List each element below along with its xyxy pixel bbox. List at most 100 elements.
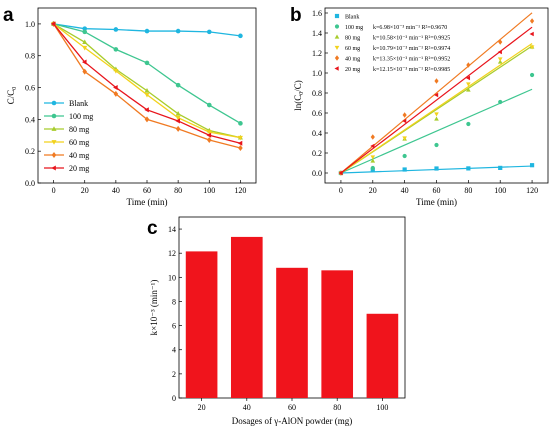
x-tick-label: 80 [333, 403, 341, 412]
y-tick-label: 1.6 [312, 9, 322, 18]
panel-b-label: b [290, 5, 302, 26]
y-tick-label: 0.2 [312, 149, 322, 158]
x-tick-label: 60 [288, 403, 296, 412]
legend-marker [51, 126, 57, 131]
data-point [498, 99, 503, 105]
panel-b-series [338, 12, 535, 176]
data-point [175, 111, 181, 116]
y-tick-label: 1.0 [312, 69, 322, 78]
y-tick-label: 0.6 [25, 84, 35, 93]
data-point [433, 92, 439, 98]
panel-a-ticks: 0 20 40 60 80 100 120 0.0 0.2 0.4 0.6 0.8 1.0 [25, 20, 246, 195]
legend-marker [51, 140, 57, 145]
bar-40-mg [230, 236, 263, 398]
x-tick-label: 60 [433, 186, 441, 195]
legend-fit-text: k=12.15×10⁻³ min⁻¹ R²=0.9985 [373, 67, 450, 73]
panel-a-legend: Blank 100 mg 80 mg 60 mg 40 mg 20 mg [44, 99, 93, 173]
y-tick-label: 0 [172, 394, 176, 403]
data-point [144, 92, 150, 98]
bar-60-mg [276, 267, 308, 398]
legend-name: Blank [345, 15, 359, 21]
data-point [113, 27, 119, 32]
data-point [498, 39, 503, 45]
legend-fit-text: k=10.58×10⁻³ min⁻¹ R²=0.9925 [373, 36, 450, 42]
data-point [50, 21, 56, 27]
x-tick-label: 80 [464, 186, 472, 195]
legend-marker [334, 66, 339, 71]
x-tick-label: 40 [112, 186, 120, 195]
data-point [238, 33, 243, 39]
x-tick-label: 40 [243, 403, 251, 412]
y-tick-label: 1.4 [312, 29, 322, 38]
y-tick-label: 0.0 [25, 179, 35, 188]
y-tick-label: 2 [172, 370, 176, 379]
y-tick-label: 0.0 [312, 169, 322, 178]
panel-b-x-axis-label: Time (min) [416, 197, 457, 207]
data-point [206, 29, 212, 35]
x-tick-label: 60 [143, 186, 151, 195]
x-tick-label: 120 [234, 186, 246, 195]
legend-fit-text: k=13.35×10⁻³ min⁻¹ R²=0.9952 [373, 57, 450, 63]
legend-name: 40 mg [345, 57, 360, 63]
legend-name: 100 mg [345, 25, 363, 31]
data-point [175, 115, 181, 121]
data-point [144, 116, 150, 123]
y-tick-label: 6 [172, 322, 176, 331]
y-tick-label: 1.2 [312, 49, 322, 58]
data-point [113, 85, 118, 91]
data-point [402, 167, 407, 172]
data-point [434, 142, 439, 148]
data-point [434, 78, 439, 84]
bar-80-mg [321, 270, 354, 398]
y-tick-label: 1.0 [25, 20, 35, 29]
panel-b-y-axis-label: ln(C0/C) [293, 80, 305, 111]
legend-marker [51, 100, 57, 106]
data-point [370, 134, 375, 140]
data-point [497, 59, 503, 64]
x-tick-label: 100 [494, 186, 506, 195]
data-point [466, 62, 471, 68]
data-point [402, 112, 407, 118]
x-tick-label: 40 [401, 186, 409, 195]
x-tick-label: 0 [52, 186, 56, 195]
y-tick-label: 8 [172, 297, 176, 306]
y-tick-label: 0.8 [25, 52, 35, 61]
panel-b-legend: Blank 100 mg k=6.98×10⁻³ min⁻¹ R²=0.9670 80… [334, 13, 450, 73]
data-point [82, 45, 88, 51]
data-point [434, 112, 439, 117]
data-point [113, 47, 119, 52]
data-point [497, 49, 502, 55]
data-point [81, 59, 87, 65]
panel-a-x-axis-label: Time (min) [127, 197, 168, 207]
data-point [237, 140, 243, 146]
data-point [113, 69, 119, 74]
data-point [466, 121, 471, 127]
panel-a-series [50, 20, 243, 151]
legend-marker [334, 34, 340, 39]
y-tick-label: 14 [168, 225, 176, 234]
data-point [206, 102, 212, 108]
legend-marker [334, 24, 340, 29]
y-tick-label: 0.4 [312, 129, 322, 138]
legend-marker [334, 45, 340, 51]
data-point [529, 31, 534, 37]
x-tick-label: 100 [203, 186, 215, 195]
panel-a: a 0 20 40 60 80 100 120 0.0 0.2 0.4 0.6 0.8 1.0 Time… [3, 5, 257, 207]
panel-c-x-axis-label: Dosages of γ-AlON powder (mg) [232, 416, 352, 426]
data-point [206, 132, 212, 138]
legend-marker [334, 55, 340, 61]
data-point [370, 143, 375, 149]
data-point [144, 87, 150, 93]
legend-name: 60 mg [345, 46, 360, 52]
data-point [175, 82, 181, 88]
data-point [144, 60, 150, 66]
x-tick-label: 0 [339, 186, 343, 195]
y-tick-label: 0.8 [312, 89, 322, 98]
data-point [466, 166, 471, 171]
x-tick-label: 20 [198, 403, 206, 412]
data-point [175, 118, 180, 124]
data-point [402, 153, 407, 159]
data-point [238, 145, 243, 151]
data-point [466, 87, 471, 92]
